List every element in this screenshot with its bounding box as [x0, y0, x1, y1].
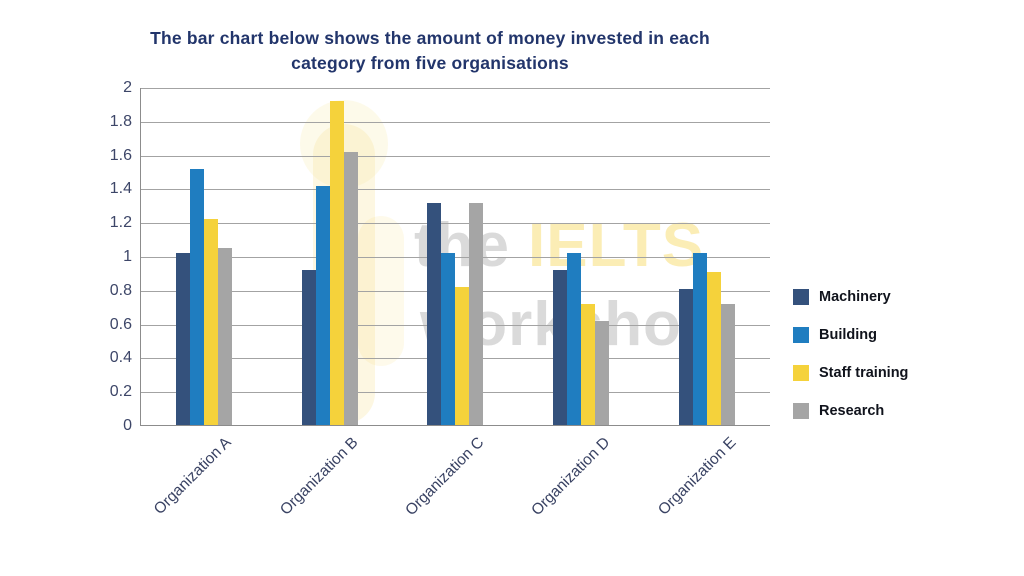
bar-building [315, 185, 330, 425]
bar-staff-training [203, 219, 218, 425]
chart-title: The bar chart below shows the amount of … [150, 28, 710, 74]
x-category-cell: Organization D [518, 428, 644, 573]
y-tick-label: 0.8 [109, 281, 132, 299]
bar-group [644, 88, 770, 425]
y-tick-label: 1.4 [109, 180, 132, 198]
x-category-cell: Organization E [644, 428, 770, 573]
legend-item: Machinery [793, 289, 908, 305]
bar-building [189, 168, 204, 425]
x-category-label: Organization B [276, 434, 362, 519]
gridline [141, 223, 770, 225]
bar-machinery [553, 269, 568, 425]
y-tick-label: 1 [123, 248, 132, 265]
bar-staff-training [581, 303, 596, 425]
legend-label: Machinery [819, 289, 891, 305]
bars-layer [141, 88, 770, 425]
legend-swatch [793, 327, 809, 343]
legend-label: Staff training [819, 365, 909, 381]
y-axis-labels: 0 0.2 0.4 0.6 0.8 1 1.2 1.4 1.6 1.8 2 [58, 79, 132, 434]
legend-item: Research [793, 403, 908, 419]
legend-swatch [793, 403, 809, 419]
x-category-label: Organization C [402, 434, 488, 520]
bar-group [267, 88, 393, 425]
y-tick-label: 0.6 [109, 315, 132, 333]
bar-machinery [427, 202, 442, 425]
bar-machinery [175, 253, 190, 425]
legend: Machinery Building Staff training Research [793, 289, 908, 441]
bar-research [343, 152, 358, 425]
bar-group [141, 88, 267, 425]
plot-area [140, 88, 770, 426]
bar-machinery [301, 269, 316, 425]
gridline [141, 189, 770, 191]
bar-staff-training [329, 101, 344, 425]
y-tick-label: 0.4 [109, 349, 132, 367]
gridline [141, 155, 770, 157]
bar-research [469, 202, 484, 425]
legend-swatch [793, 289, 809, 305]
bar-staff-training [707, 271, 722, 425]
y-tick-label: 1.8 [109, 112, 132, 130]
x-category-cell: Organization A [140, 428, 266, 573]
legend-label: Research [819, 403, 885, 419]
y-tick-label: 1.2 [109, 214, 132, 232]
bar-machinery [679, 288, 694, 425]
bar-staff-training [455, 286, 470, 425]
x-category-cell: Organization B [266, 428, 392, 573]
bar-group [393, 88, 519, 425]
x-axis-labels: Organization A Organization B Organization… [140, 428, 770, 573]
x-category-label: Organization E [654, 434, 740, 519]
bar-research [595, 320, 610, 425]
bar-research [721, 303, 736, 425]
y-tick-label: 1.6 [109, 146, 132, 164]
legend-swatch [793, 365, 809, 381]
gridline [141, 121, 770, 123]
bar-building [441, 253, 456, 425]
x-category-label: Organization D [528, 434, 614, 520]
bar-research [217, 248, 232, 425]
legend-label: Building [819, 327, 877, 343]
y-tick-label: 0 [123, 417, 132, 434]
legend-item: Building [793, 327, 908, 343]
x-category-cell: Organization C [392, 428, 518, 573]
y-tick-label: 0.2 [109, 383, 132, 401]
bar-building [693, 253, 708, 425]
gridline [141, 257, 770, 258]
y-tick-label: 2 [123, 79, 132, 96]
gridline [141, 88, 770, 89]
x-category-label: Organization A [151, 434, 236, 518]
bar-building [567, 253, 582, 425]
legend-item: Staff training [793, 365, 908, 381]
bar-group [518, 88, 644, 425]
